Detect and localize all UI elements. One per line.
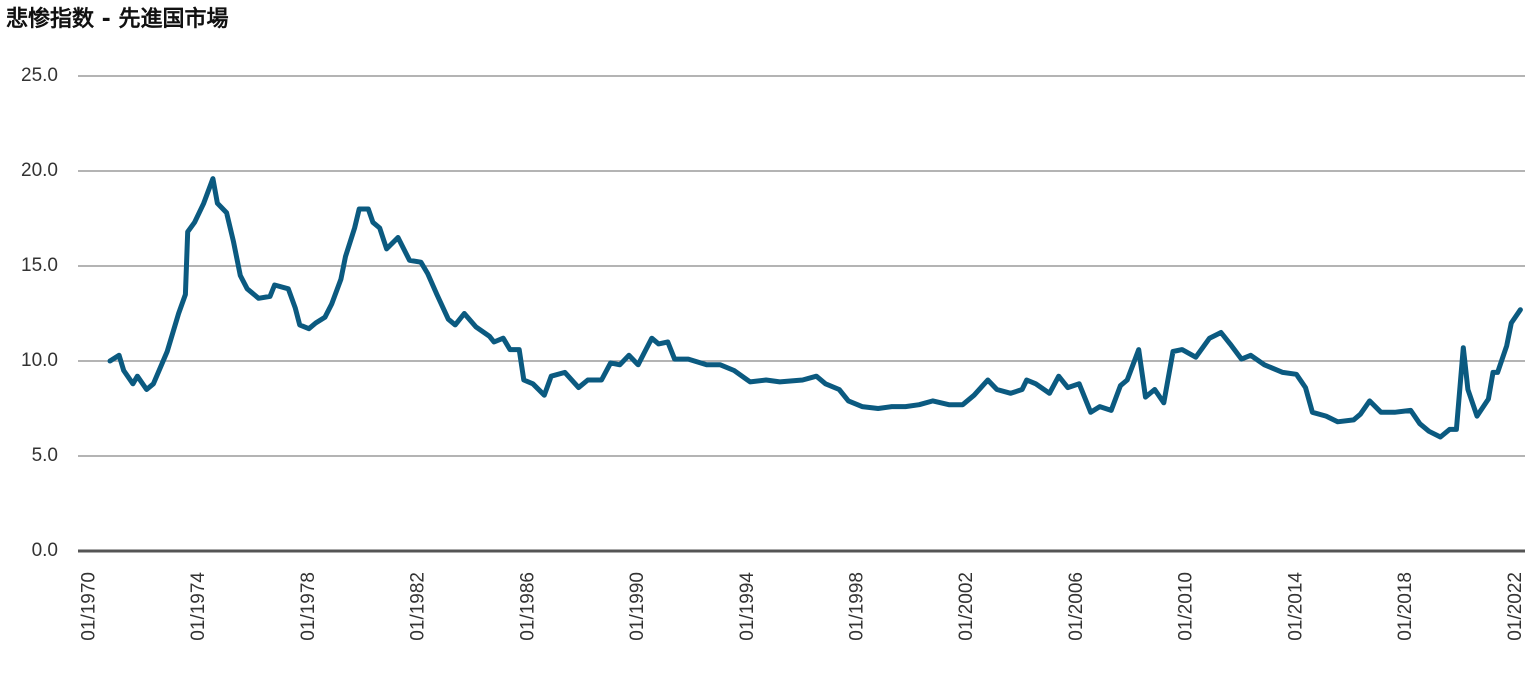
x-tick-label: 01/2018 [1395,572,1416,641]
x-tick-label: 01/2006 [1066,572,1087,641]
y-tick-label: 15.0 [21,255,58,276]
x-tick-label: 01/2010 [1176,572,1197,641]
data-line [107,176,1523,440]
x-tick-label: 01/1974 [188,572,209,641]
x-tick-label: 01/1998 [847,572,868,641]
x-tick-label: 01/1970 [78,572,99,641]
y-tick-label: 5.0 [32,445,58,466]
x-tick-label: 01/1982 [408,572,429,641]
x-tick-label: 01/1990 [627,572,648,641]
y-tick-label: 25.0 [21,65,58,86]
x-tick-label: 01/2014 [1285,572,1306,641]
x-tick-label: 01/1994 [737,572,758,641]
y-tick-label: 20.0 [21,160,58,181]
chart-title: 悲惨指数 - 先進国市場 [6,6,228,32]
y-tick-label: 0.0 [32,540,58,561]
x-tick-label: 01/1978 [298,572,319,641]
y-tick-label: 10.0 [21,350,58,371]
x-tick-label: 01/2002 [956,572,977,641]
x-tick-label: 01/2022 [1505,572,1526,641]
x-tick-label: 01/1986 [517,572,538,641]
